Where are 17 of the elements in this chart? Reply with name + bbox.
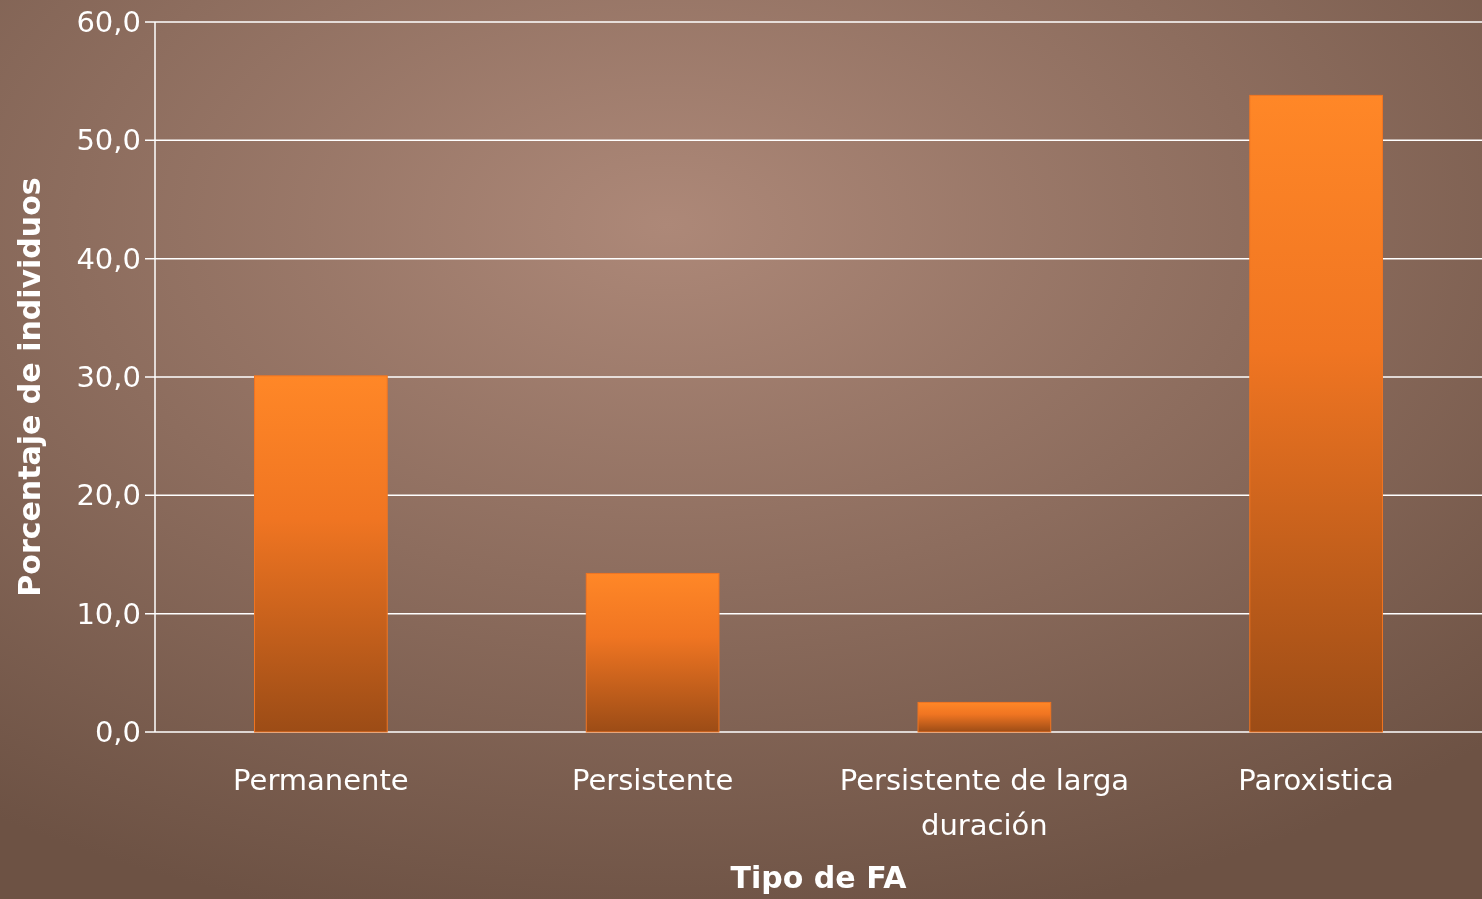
bar <box>254 375 388 733</box>
x-axis-title: Tipo de FA <box>730 860 908 895</box>
x-tick-label: Persistente <box>571 763 734 797</box>
x-tick-label: Permanente <box>233 763 409 797</box>
y-axis-title: Porcentaje de individuos <box>12 177 47 597</box>
x-tick-label: Persistente de larga duración <box>839 763 1130 842</box>
y-tick-label: 40,0 <box>76 241 141 276</box>
y-tick-label: 0,0 <box>94 715 141 750</box>
y-tick-label: 30,0 <box>76 360 141 395</box>
bar <box>917 701 1052 733</box>
x-tick-label: Paroxistica <box>1238 763 1394 797</box>
y-tick-label: 10,0 <box>76 596 141 631</box>
y-tick-label: 60,0 <box>76 5 141 40</box>
bar <box>1249 94 1383 733</box>
bar <box>585 572 720 733</box>
y-tick-label: 20,0 <box>76 478 141 513</box>
y-tick-label: 50,0 <box>76 123 141 158</box>
